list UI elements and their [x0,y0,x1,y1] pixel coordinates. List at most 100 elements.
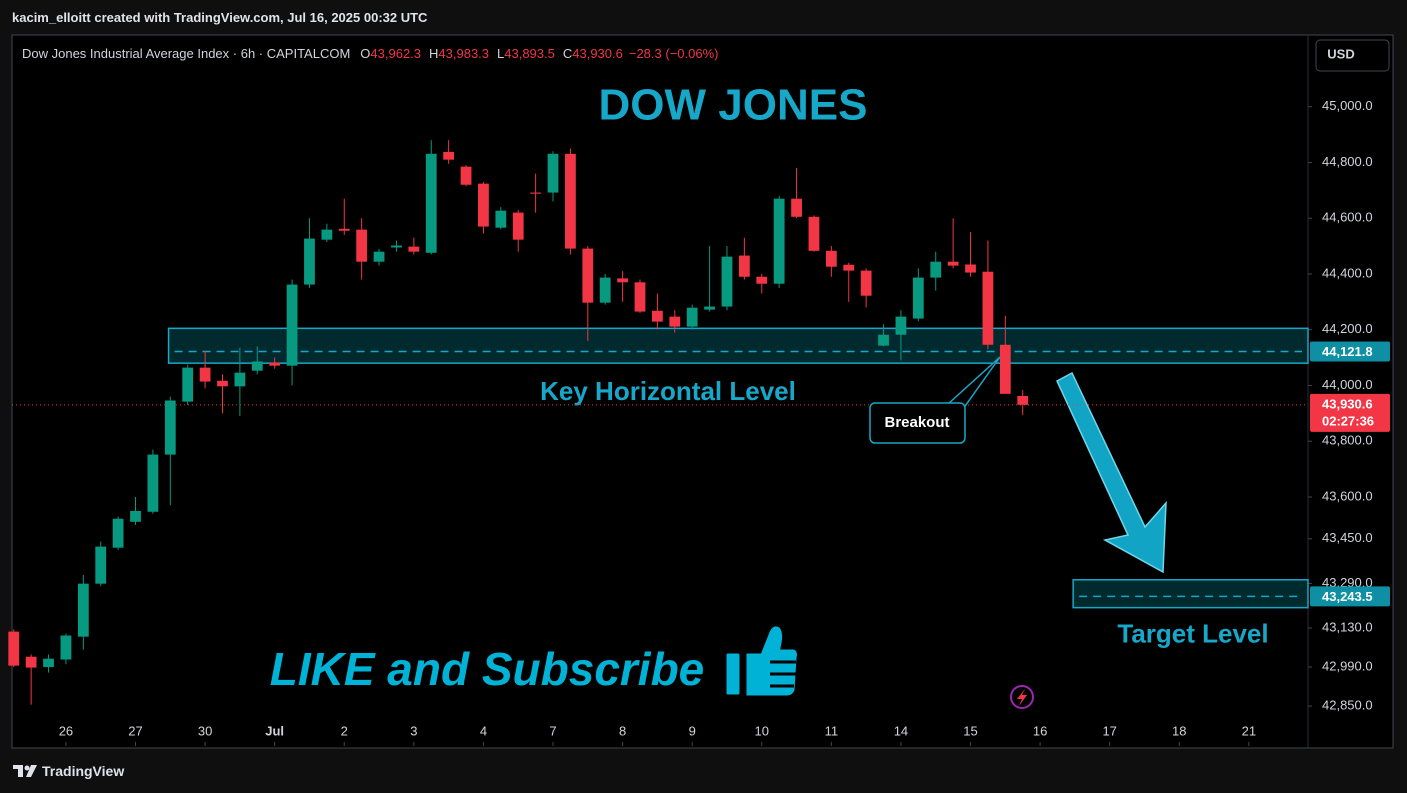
symbol-legend: Dow Jones Industrial Average Index · 6h … [22,46,724,61]
zone-price-label: 43,243.5 [1322,589,1373,604]
y-tick-label: 43,290.0 [1322,575,1373,590]
candle-body [843,264,855,271]
zone [1072,579,1309,609]
change: −28.3 (−0.06%) [628,46,719,61]
candle-body [965,264,976,273]
x-tick-label: 14 [894,723,908,738]
x-tick-label: 27 [128,723,142,738]
x-tick-label: 18 [1172,723,1186,738]
candle-body [686,307,698,327]
candle-body [182,367,194,402]
currency: USD [1327,46,1354,61]
tv-logo [13,765,37,777]
candle-body [356,229,368,262]
candle-body [95,546,107,584]
candle-body [825,250,837,267]
arrow [1056,371,1167,574]
candle-body [8,631,20,666]
zone-price-label: 44,121.8 [1322,344,1373,359]
zone-price-box [1310,341,1390,362]
candle-body [25,656,37,668]
candle-body [60,635,72,660]
y-tick-label: 44,400.0 [1322,265,1373,280]
candle-body [408,246,420,252]
candle-body [512,212,524,240]
candle-body [895,316,907,335]
candle-body [460,166,472,185]
candle-body [77,583,89,637]
y-tick-label: 42,850.0 [1322,697,1373,712]
candle-body [982,271,994,345]
x-tick-label: 3 [410,723,417,738]
candle-body [860,270,872,296]
alert-icon [1010,685,1034,709]
candle-body [495,210,507,228]
candle-body [217,380,228,387]
candle-body [425,153,437,253]
zone-name: Key Horizontal Level [540,376,796,406]
chart-pane [11,34,1394,749]
y-tick-label: 43,130.0 [1322,619,1373,634]
ohlc-value: 43,930.6 [572,46,623,61]
candle-body [286,284,298,366]
candle-body [321,229,333,240]
candle-body [808,216,820,251]
candle-body [599,277,611,303]
candle-body [443,151,455,160]
x-tick-label: 15 [963,723,977,738]
x-tick-label: 26 [59,723,73,738]
ohlc-value: 43,962.3 [370,46,422,61]
candle-body [478,183,489,227]
x-tick-label: 30 [198,723,212,738]
candle-body [112,518,124,548]
candle-body [651,310,663,322]
callout-box [869,402,966,444]
x-tick-label: 9 [689,723,696,738]
symbol: Dow Jones Industrial Average Index · 6h … [22,46,351,61]
chart-title: DOW JONES [599,81,868,130]
ohlc-key: L [497,46,505,61]
candle-body [704,306,715,310]
x-tick-label: 10 [755,723,769,738]
footer-brand: TradingView [42,763,125,779]
last-price-label: 43,930.6 [1322,396,1373,411]
ohlc-key: H [429,46,439,61]
y-tick-label: 45,000.0 [1322,98,1373,113]
x-tick-label: 8 [619,723,626,738]
candle-body [669,316,681,327]
countdown: 02:27:36 [1322,413,1374,428]
x-tick-label: 11 [825,723,839,738]
zone [167,327,1309,364]
candle-body [721,256,733,307]
candle-body [738,255,750,277]
candle-body [617,278,628,283]
y-tick-label: 44,200.0 [1322,321,1373,336]
candle-body [947,261,959,266]
x-tick-label: 7 [549,723,556,738]
candle-body [547,153,559,193]
candle-body [930,261,942,278]
ohlc-value: 43,983.3 [438,46,490,61]
zone-name: Target Level [1117,619,1268,649]
candle-body [912,277,924,319]
y-tick-label: 43,600.0 [1322,488,1373,503]
candle-body [43,658,54,668]
credit: kacim_elloitt created with TradingView.c… [12,10,428,25]
candle-body [304,238,315,285]
thumbs-up-icon [723,623,800,699]
candle-body [269,362,281,366]
candle-body [234,372,246,387]
candle-body [338,228,350,231]
candle-body [791,198,802,217]
currency-button[interactable] [1315,39,1390,72]
candle-body [147,454,159,512]
callout-text: Breakout [884,414,949,431]
x-tick-label: 4 [480,723,487,738]
y-tick-label: 44,000.0 [1322,377,1373,392]
ohlc-key: O [360,46,371,61]
candle-body [634,282,646,312]
candle-body [582,248,594,303]
candle-body [373,251,385,262]
candle-body [565,153,576,249]
